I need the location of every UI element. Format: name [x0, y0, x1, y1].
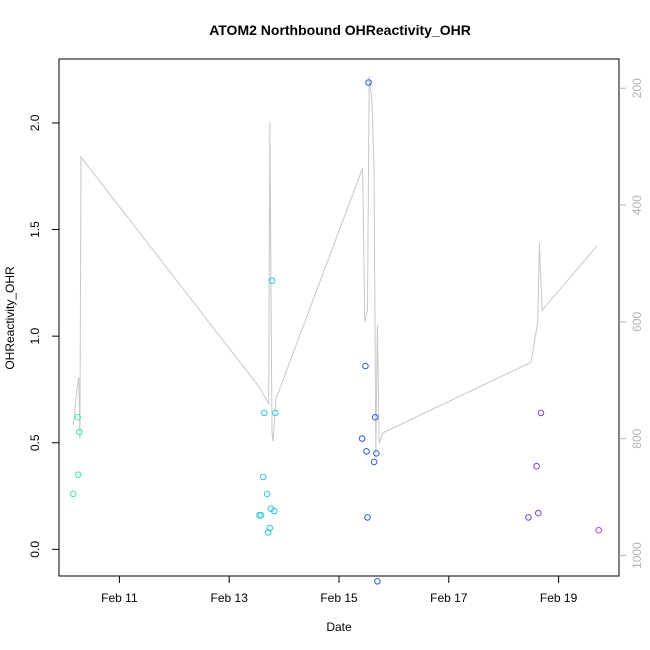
data-point [370, 458, 378, 466]
data-point [74, 413, 81, 421]
data-point [373, 450, 380, 457]
y-right-tick-label: 600 [630, 312, 644, 332]
data-point [363, 448, 370, 455]
data-point [362, 362, 369, 370]
data-point [365, 79, 372, 86]
y-tick-label: 1.5 [28, 221, 42, 238]
y-tick-label: 0.0 [28, 541, 42, 558]
x-tick-label: Feb 19 [540, 591, 578, 605]
y-right-tick-label: 1000 [630, 542, 644, 569]
data-point [535, 509, 542, 517]
y-axis-left: 0.0 0.5 1.0 1.5 2.0 [28, 114, 59, 558]
data-point [257, 511, 265, 519]
y-right-tick-label: 200 [630, 78, 644, 98]
x-tick-label: Feb 17 [430, 591, 468, 605]
data-point [364, 514, 371, 521]
line-series [72, 76, 598, 457]
data-point [371, 413, 379, 421]
series-line [72, 76, 598, 457]
x-tick-label: Feb 15 [320, 591, 358, 605]
data-point [270, 507, 278, 515]
y-right-tick-label: 400 [630, 195, 644, 215]
data-point [267, 505, 275, 513]
x-tick-label: Feb 11 [101, 591, 138, 605]
x-tick-label: Feb 13 [211, 591, 249, 605]
data-point [374, 578, 381, 585]
data-point [268, 277, 276, 285]
y-tick-label: 2.0 [28, 114, 42, 131]
data-point [533, 462, 540, 470]
data-point [272, 409, 279, 417]
data-point [537, 409, 545, 417]
data-point [70, 490, 77, 498]
chart-title: ATOM2 Northbound OHReactivity_OHR [209, 22, 471, 38]
x-axis-label: Date [326, 620, 352, 634]
y-tick-label: 0.5 [28, 434, 42, 451]
data-point [76, 428, 83, 436]
data-point [266, 524, 274, 532]
data-point [74, 471, 82, 479]
data-point [525, 514, 532, 521]
y-tick-label: 1.0 [28, 327, 42, 344]
data-point [263, 490, 271, 498]
data-point [264, 529, 272, 536]
x-axis: Feb 11 Feb 13 Feb 15 Feb 17 Feb 19 [101, 576, 578, 605]
data-point [595, 526, 603, 534]
y-axis-right: 200 400 600 800 1000 [619, 78, 644, 569]
data-point [261, 409, 268, 417]
plot-frame [58, 58, 620, 577]
y-axis-label: OHReactivity_OHR [3, 266, 17, 370]
data-point [358, 435, 366, 442]
y-right-tick-label: 800 [630, 428, 644, 448]
data-point [259, 473, 267, 481]
scatter-points [70, 79, 603, 585]
